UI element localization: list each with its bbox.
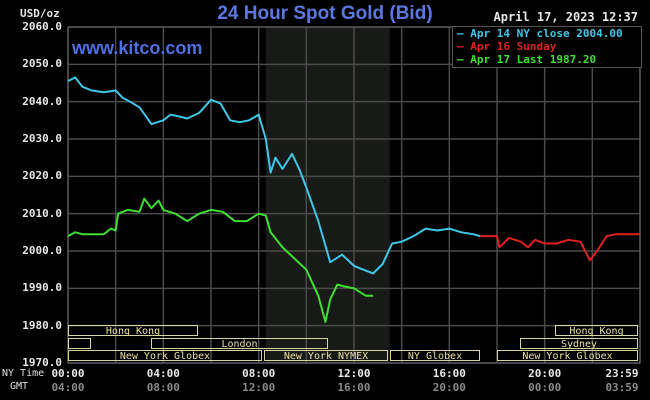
series-line: [67, 197, 374, 323]
y-tick-label: 2030.0: [22, 132, 62, 145]
y-tick-label: 2060.0: [22, 20, 62, 33]
y-tick-label: 2010.0: [22, 206, 62, 220]
legend-item-apr17: – Apr 17 Last 1987.20: [457, 53, 597, 66]
y-tick-label: 2000.0: [22, 244, 62, 257]
y-tick-label: 2050.0: [22, 57, 62, 71]
y-tick-label: 1970.0: [22, 356, 62, 369]
x-tick-ny: 23:59: [605, 367, 639, 380]
series-line: [67, 76, 481, 275]
x-tick-gmt: 03:59: [605, 381, 639, 394]
x-tick-gmt: 00:00: [528, 381, 562, 394]
x-tick-gmt: 20:00: [432, 381, 466, 394]
session-bar: NY Globex: [390, 350, 480, 362]
session-bar: [68, 338, 91, 349]
session-bar: Hong Kong: [555, 325, 638, 337]
datestamp: April 17, 2023 12:37: [493, 10, 639, 24]
session-bar: Sydney: [520, 338, 638, 350]
gmt-label: GMT: [10, 381, 29, 392]
x-tick-gmt: 16:00: [337, 381, 371, 394]
legend: – Apr 14 NY close 2004.00 – Apr 16 Sunda…: [452, 26, 642, 68]
y-axis-unit: USD/oz: [20, 7, 60, 20]
ny-time-label: NY Time: [2, 368, 45, 379]
x-tick-ny: 00:00: [51, 367, 85, 380]
y-tick-label: 2020.0: [22, 169, 62, 183]
x-tick-gmt: 12:00: [242, 381, 276, 394]
session-bar: London: [151, 338, 328, 350]
x-tick-ny: 04:00: [146, 367, 180, 380]
legend-item-apr14: – Apr 14 NY close 2004.00: [457, 27, 623, 40]
chart-title: 24 Hour Spot Gold (Bid): [217, 3, 433, 24]
y-tick-label: 1980.0: [22, 318, 62, 332]
legend-label: Apr 14 NY close 2004.00: [470, 27, 623, 40]
session-bar: New York Globex: [497, 350, 638, 362]
watermark: www.kitco.com: [72, 38, 203, 58]
session-bar: Hong Kong: [68, 325, 198, 337]
y-tick-label: 1990.0: [22, 281, 62, 295]
x-tick-gmt: 04:00: [51, 381, 85, 394]
legend-item-apr16: – Apr 16 Sunday: [457, 40, 557, 53]
y-tick-label: 2040.0: [22, 94, 62, 108]
x-tick-ny: 08:00: [242, 367, 276, 380]
x-tick-ny: 16:00: [432, 367, 466, 380]
legend-label: Apr 17 Last 1987.20: [470, 53, 597, 66]
series-line: [480, 233, 640, 262]
x-tick-gmt: 08:00: [146, 381, 180, 394]
legend-label: Apr 16 Sunday: [470, 40, 557, 53]
x-tick-ny: 20:00: [528, 367, 562, 380]
x-tick-ny: 12:00: [337, 367, 371, 380]
session-bar: New York NYMEX: [264, 350, 388, 362]
session-bar: New York Globex: [68, 350, 262, 362]
